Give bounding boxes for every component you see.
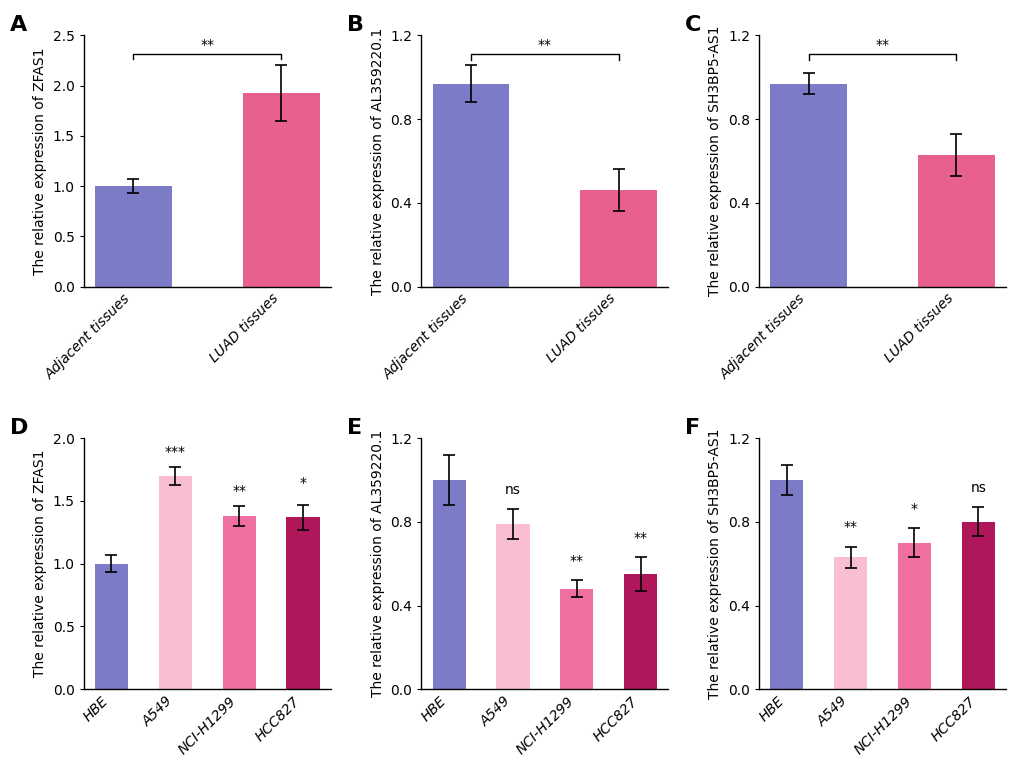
- Text: **: **: [200, 38, 214, 52]
- Bar: [432, 83, 508, 287]
- Bar: [961, 522, 994, 689]
- Bar: [222, 516, 256, 689]
- Bar: [559, 589, 593, 689]
- Text: **: **: [232, 484, 246, 498]
- Text: D: D: [9, 418, 28, 438]
- Bar: [769, 480, 803, 689]
- Y-axis label: The relative expression of SH3BP5-AS1: The relative expression of SH3BP5-AS1: [708, 25, 721, 296]
- Text: C: C: [684, 15, 701, 35]
- Text: B: B: [346, 15, 364, 35]
- Text: *: *: [910, 501, 917, 516]
- Bar: [834, 557, 866, 689]
- Y-axis label: The relative expression of AL359220.1: The relative expression of AL359220.1: [370, 430, 384, 697]
- Bar: [897, 543, 930, 689]
- Bar: [624, 574, 656, 689]
- Text: F: F: [684, 418, 699, 438]
- Y-axis label: The relative expression of ZFAS1: The relative expression of ZFAS1: [33, 450, 47, 678]
- Y-axis label: The relative expression of ZFAS1: The relative expression of ZFAS1: [33, 47, 47, 274]
- Text: A: A: [9, 15, 26, 35]
- Bar: [95, 564, 128, 689]
- Bar: [580, 190, 656, 287]
- Text: **: **: [570, 554, 583, 568]
- Bar: [243, 93, 319, 287]
- Text: ns: ns: [969, 480, 985, 495]
- Bar: [159, 476, 192, 689]
- Bar: [917, 155, 994, 287]
- Bar: [769, 83, 846, 287]
- Y-axis label: The relative expression of SH3BP5-AS1: The relative expression of SH3BP5-AS1: [708, 429, 721, 699]
- Bar: [286, 517, 319, 689]
- Text: *: *: [300, 476, 306, 490]
- Text: ***: ***: [165, 446, 185, 460]
- Y-axis label: The relative expression of AL359220.1: The relative expression of AL359220.1: [370, 28, 384, 295]
- Text: ns: ns: [504, 483, 521, 497]
- Bar: [95, 186, 171, 287]
- Text: **: **: [843, 520, 857, 534]
- Bar: [432, 480, 466, 689]
- Text: **: **: [537, 39, 551, 52]
- Text: **: **: [874, 39, 889, 52]
- Text: E: E: [346, 418, 362, 438]
- Bar: [496, 524, 529, 689]
- Text: **: **: [633, 530, 647, 545]
